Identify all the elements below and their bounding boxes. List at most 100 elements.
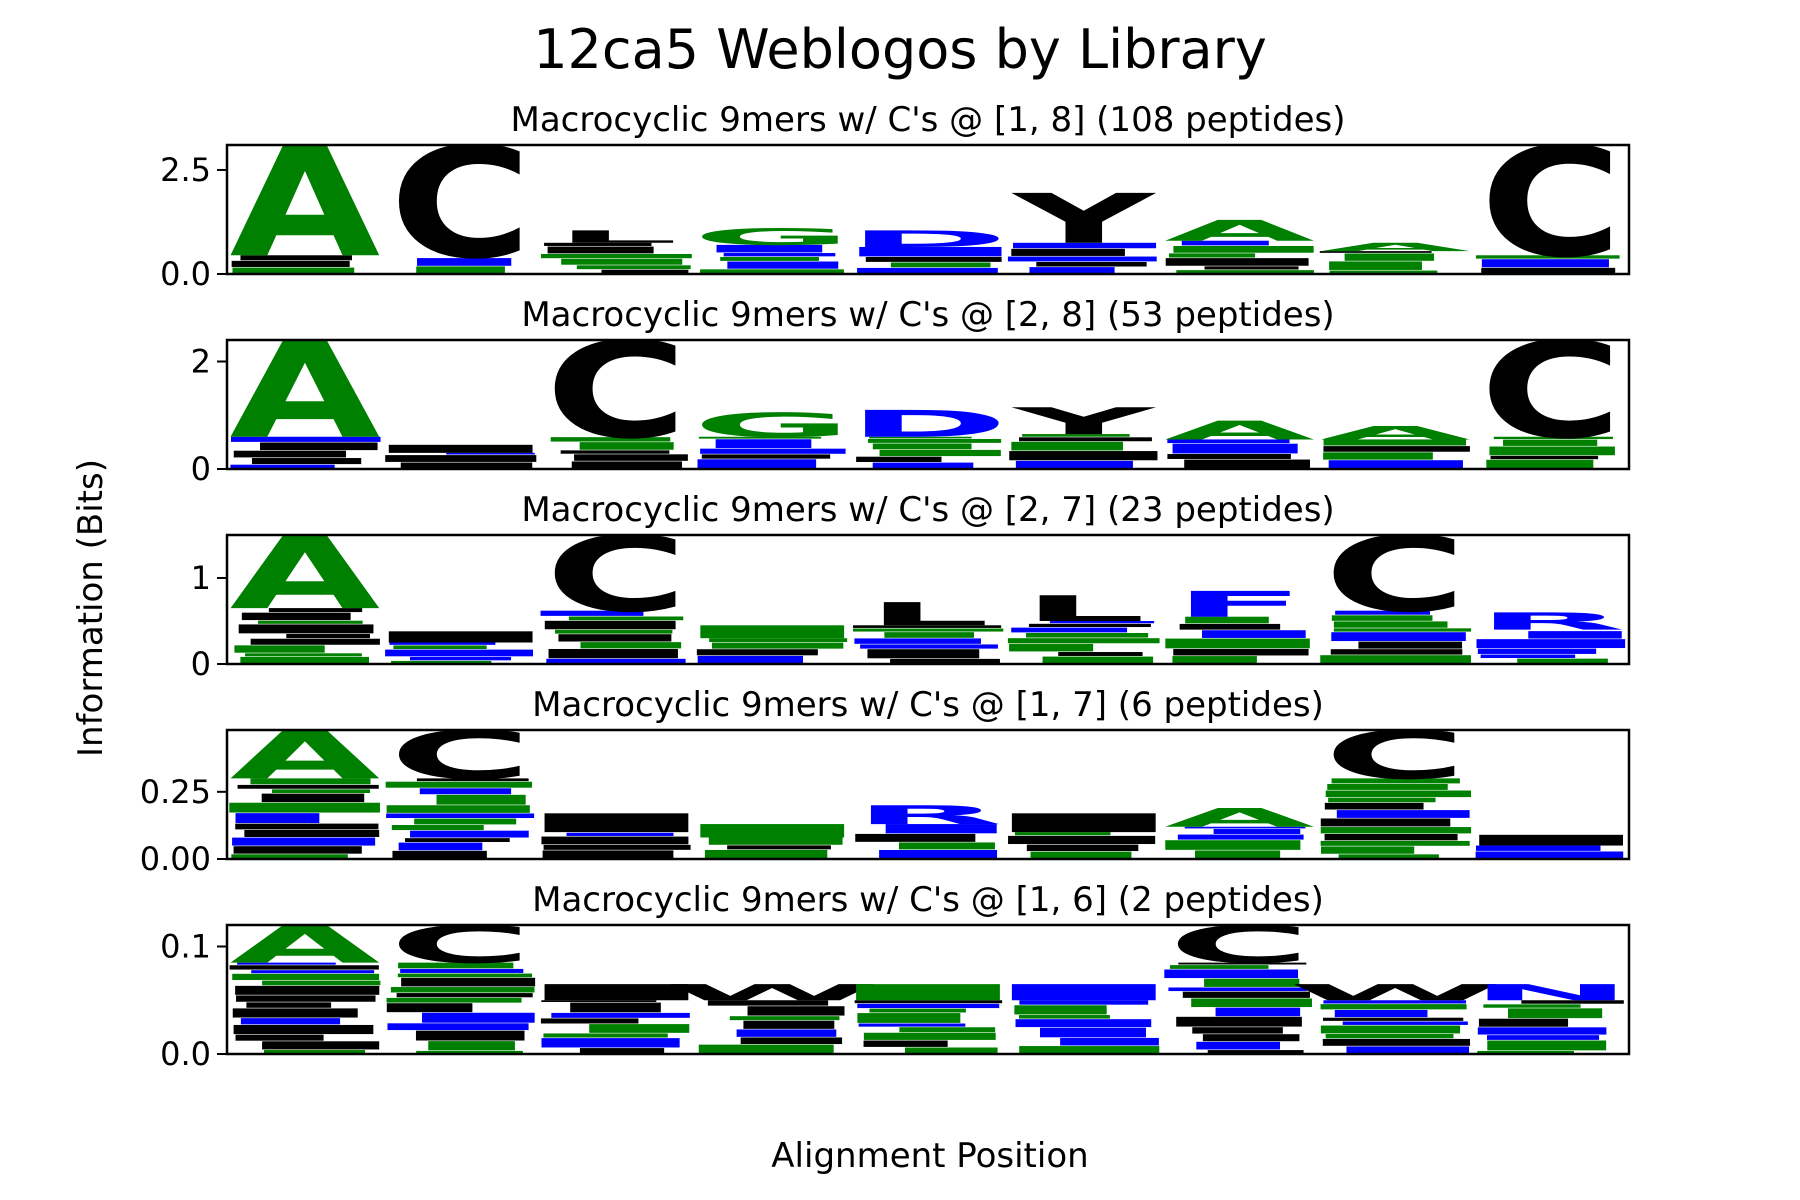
residue-stripe [272,789,371,794]
consensus-letter: N [1470,980,1633,1006]
residue-stripe [1331,778,1460,784]
residue-block [1011,984,1156,1001]
residue-stripe [898,842,995,850]
residue-stripe [1009,643,1094,652]
y-tick-label: 1 [191,559,211,597]
residue-stripe [1323,439,1467,446]
consensus-letter: A [230,717,381,794]
residue-stripe [1173,648,1309,656]
consensus-letter: A [1320,422,1471,443]
logo-panel: Macrocyclic 9mers w/ C's @ [1, 8] (108 p… [160,100,1631,293]
residue-block [856,984,1000,1001]
consensus-letter: C [389,915,532,975]
y-tick-label: 0.00 [140,840,211,878]
panel-frame [225,338,1631,471]
residue-stripe [858,1023,966,1027]
residue-stripe [386,997,522,1003]
residue-stripe [1181,240,1269,246]
residue-stripe [558,634,672,642]
residue-stripe [723,253,836,257]
residue-stripe [236,995,376,1002]
consensus-letter: A [230,516,381,632]
consensus-letter: C [1168,915,1311,975]
residue-stripe [1015,460,1133,469]
residue-stripe [1011,248,1125,256]
residue-stripe [232,973,380,981]
residue-stripe [1019,1046,1160,1054]
residue-stripe [1169,965,1269,969]
residue-stripe [550,437,671,442]
logo-panel: Macrocyclic 9mers w/ C's @ [1, 6] (2 pep… [160,880,1633,1073]
consensus-letter: W [1288,980,1503,1006]
residue-stripe [1328,460,1463,469]
residue-stripe [1165,638,1310,649]
residue-stripe [1007,256,1157,262]
x-axis-label: Alignment Position [771,1136,1088,1176]
residue-block [1011,813,1156,833]
residue-stripe [740,1037,843,1045]
residue-stripe [1325,1034,1454,1039]
residue-stripe [1011,627,1128,633]
panel-title: Macrocyclic 9mers w/ C's @ [2, 8] (53 pe… [521,295,1334,335]
logo-stack-area: A C GD Y A A C [230,340,1623,469]
residue-stripe [229,965,379,970]
residue-stripe [716,244,823,253]
residue-stripe [869,436,972,439]
consensus-letter: R [853,800,1003,830]
residue-stripe [1327,783,1448,790]
residue-stripe [1335,610,1431,615]
residue-stripe [697,459,817,469]
residue-stripe [286,633,370,639]
residue-stripe [391,825,484,831]
residue-stripe [1167,454,1291,459]
residue-stripe [1508,1008,1603,1019]
residue-stripe [890,262,991,268]
residue-stripe [1039,1027,1146,1038]
residue-stripe [574,454,688,461]
residue-stripe [240,656,369,664]
panel-title: Macrocyclic 9mers w/ C's @ [1, 6] (2 pep… [532,880,1324,920]
figure-title: 12ca5 Weblogos by Library [533,18,1267,81]
residue-stripe [232,837,376,846]
residue-stripe [417,258,512,266]
residue-stripe [1320,655,1471,664]
panel-title: Macrocyclic 9mers w/ C's @ [1, 8] (108 p… [511,100,1346,140]
residue-stripe [1213,829,1301,834]
residue-stripe [386,813,535,819]
residue-stripe [709,638,848,643]
residue-stripe [1172,656,1257,664]
residue-stripe [231,854,348,859]
residue-stripe [245,653,362,657]
consensus-letter: C [1480,116,1623,292]
residue-stripe [389,642,496,645]
residue-stripe [1480,654,1576,659]
residue-stripe [231,260,350,267]
residue-stripe [1058,652,1143,656]
residue-stripe [1476,639,1626,649]
residue-stripe [1521,1000,1624,1004]
residue-stripe [1478,1018,1569,1027]
residue-stripe [548,648,678,659]
panel-frame [225,533,1631,666]
residue-stripe [251,458,362,465]
residue-stripe [397,973,533,978]
residue-stripe [542,850,674,859]
residue-stripe [1320,827,1472,834]
residue-stripe [1165,840,1301,850]
consensus-letter: A [1164,415,1315,445]
consensus-letter: L [554,227,678,247]
residue-stripe [865,256,1002,262]
residue-stripe [261,793,365,803]
residue-stripe [727,845,831,850]
residue-stripe [1528,631,1622,639]
residue-stripe [566,832,674,836]
residue-stripe [235,823,379,830]
consensus-letter: C [1324,514,1467,635]
residue-block [544,813,689,833]
y-tick-label: 0 [191,645,211,683]
residue-stripe [398,842,483,851]
residue-stripe [540,610,644,616]
panel-frame [225,923,1631,1056]
residue-stripe [1172,443,1298,454]
